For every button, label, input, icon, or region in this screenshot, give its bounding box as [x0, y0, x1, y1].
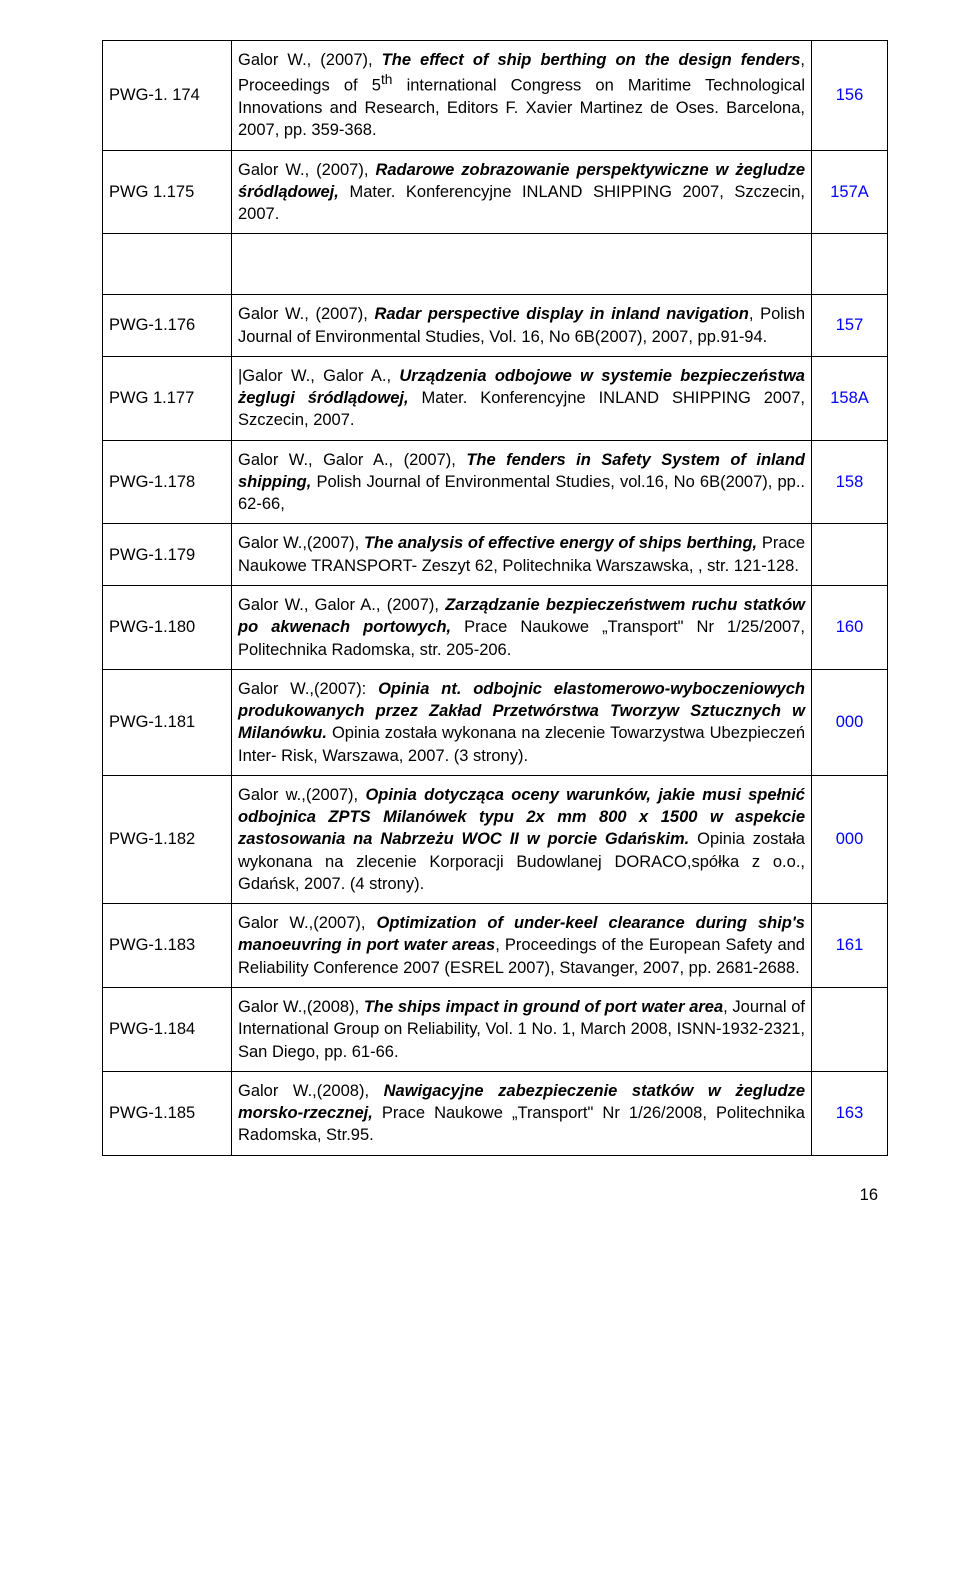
reference-id: PWG-1.180 [103, 586, 232, 670]
table-row: PWG-1.183Galor W.,(2007), Optimization o… [103, 904, 888, 988]
reference-id: PWG-1.185 [103, 1071, 232, 1155]
spacer-cell [812, 234, 888, 295]
document-page: PWG-1. 174Galor W., (2007), The effect o… [0, 0, 960, 1225]
reference-description: Galor W., (2007), Radarowe zobrazowanie … [232, 150, 812, 234]
table-row: PWG-1.179Galor W.,(2007), The analysis o… [103, 524, 888, 586]
reference-id: PWG 1.177 [103, 356, 232, 440]
reference-number [812, 988, 888, 1072]
reference-description: Galor W., (2007), Radar perspective disp… [232, 295, 812, 357]
reference-number: 158 [812, 440, 888, 524]
reference-number: 000 [812, 775, 888, 903]
table-row: PWG-1.181Galor W.,(2007): Opinia nt. odb… [103, 669, 888, 775]
references-table: PWG-1. 174Galor W., (2007), The effect o… [102, 40, 888, 1156]
spacer-cell [232, 234, 812, 295]
reference-description: Galor W., (2007), The effect of ship ber… [232, 41, 812, 151]
reference-id: PWG-1.179 [103, 524, 232, 586]
reference-id: PWG-1. 174 [103, 41, 232, 151]
reference-number: 156 [812, 41, 888, 151]
reference-description: |Galor W., Galor A., Urządzenia odbojowe… [232, 356, 812, 440]
table-row: PWG-1.185Galor W.,(2008), Nawigacyjne za… [103, 1071, 888, 1155]
table-row: PWG-1.180Galor W., Galor A., (2007), Zar… [103, 586, 888, 670]
reference-number: 158A [812, 356, 888, 440]
reference-number: 000 [812, 669, 888, 775]
table-row: PWG-1.182Galor w.,(2007), Opinia dotyczą… [103, 775, 888, 903]
reference-number: 163 [812, 1071, 888, 1155]
table-row: PWG-1.176Galor W., (2007), Radar perspec… [103, 295, 888, 357]
reference-number [812, 524, 888, 586]
table-row: PWG-1.178Galor W., Galor A., (2007), The… [103, 440, 888, 524]
spacer-cell [103, 234, 232, 295]
reference-number: 161 [812, 904, 888, 988]
reference-description: Galor W., Galor A., (2007), Zarządzanie … [232, 586, 812, 670]
reference-number: 160 [812, 586, 888, 670]
table-row: PWG 1.177|Galor W., Galor A., Urządzenia… [103, 356, 888, 440]
table-row: PWG 1.175Galor W., (2007), Radarowe zobr… [103, 150, 888, 234]
reference-id: PWG-1.178 [103, 440, 232, 524]
table-row: PWG-1.184Galor W.,(2008), The ships impa… [103, 988, 888, 1072]
reference-number: 157 [812, 295, 888, 357]
reference-description: Galor W.,(2008), Nawigacyjne zabezpiecze… [232, 1071, 812, 1155]
reference-description: Galor W.,(2008), The ships impact in gro… [232, 988, 812, 1072]
page-number: 16 [102, 1156, 888, 1205]
reference-id: PWG-1.184 [103, 988, 232, 1072]
reference-description: Galor w.,(2007), Opinia dotycząca oceny … [232, 775, 812, 903]
reference-id: PWG 1.175 [103, 150, 232, 234]
reference-id: PWG-1.176 [103, 295, 232, 357]
reference-id: PWG-1.183 [103, 904, 232, 988]
reference-number: 157A [812, 150, 888, 234]
reference-id: PWG-1.181 [103, 669, 232, 775]
reference-description: Galor W., Galor A., (2007), The fenders … [232, 440, 812, 524]
reference-description: Galor W.,(2007): Opinia nt. odbojnic ela… [232, 669, 812, 775]
reference-description: Galor W.,(2007), Optimization of under-k… [232, 904, 812, 988]
reference-description: Galor W.,(2007), The analysis of effecti… [232, 524, 812, 586]
reference-id: PWG-1.182 [103, 775, 232, 903]
table-row [103, 234, 888, 295]
table-row: PWG-1. 174Galor W., (2007), The effect o… [103, 41, 888, 151]
